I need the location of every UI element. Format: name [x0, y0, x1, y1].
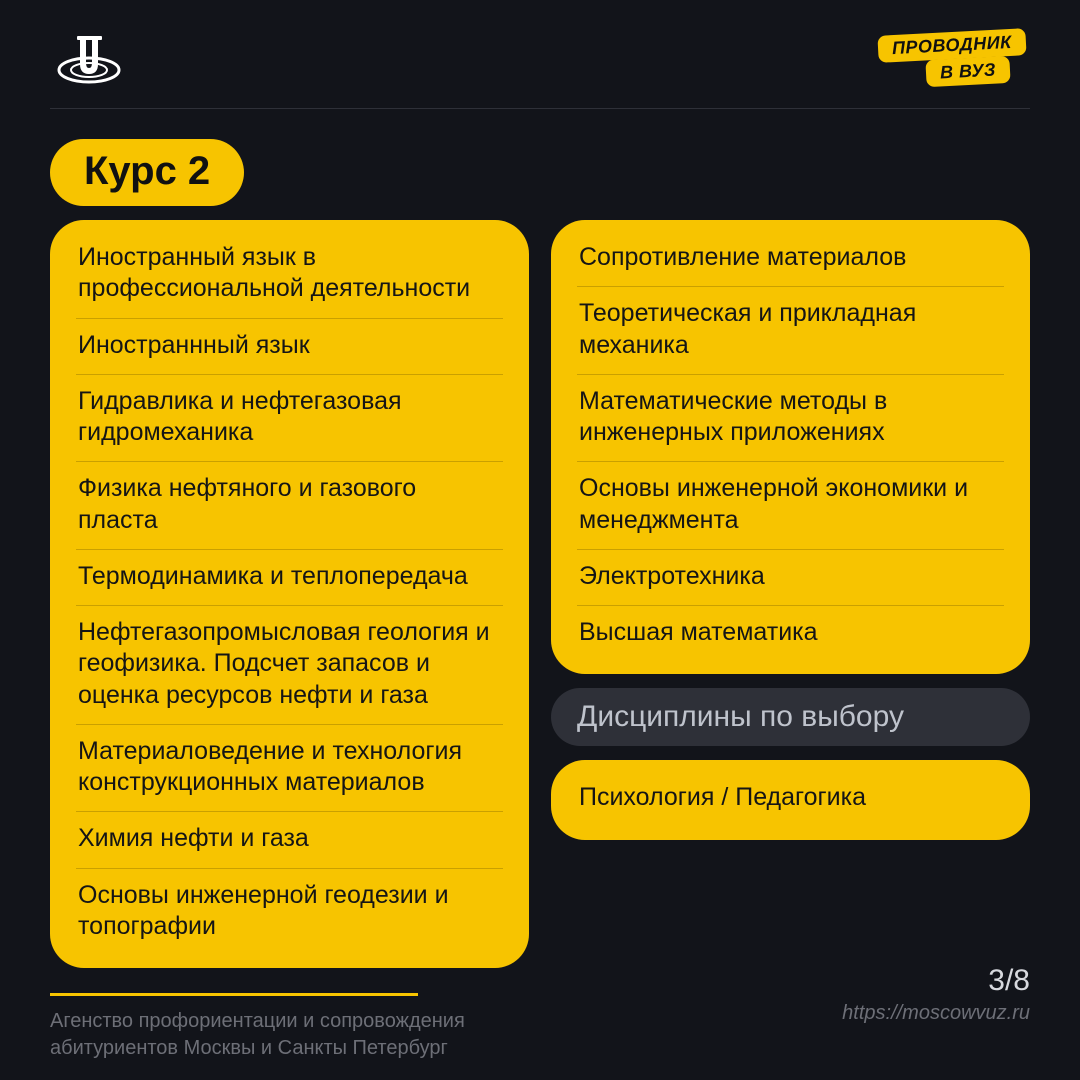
- subject-item: Иностраннный язык: [76, 319, 503, 375]
- subject-item: Материаловедение и технология конструкци…: [76, 725, 503, 813]
- subject-item: Основы инженерной геодезии и топографии: [76, 869, 503, 943]
- subject-item: Основы инженерной экономики и менеджмент…: [577, 462, 1004, 550]
- page-number: 3/8: [988, 964, 1030, 998]
- slide: ПРОВОДНИК В ВУЗ Курс 2 Иностранный язык …: [0, 0, 1080, 1080]
- subject-item: Электротехника: [577, 550, 1004, 606]
- brand-badge: ПРОВОДНИК В ВУЗ: [870, 32, 1030, 90]
- subject-item: Термодинамика и теплопередача: [76, 550, 503, 606]
- subject-item: Психология / Педагогика: [577, 782, 1004, 813]
- subject-item: Физика нефтяного и газового пласта: [76, 462, 503, 550]
- subject-item: Математические методы в инженерных прило…: [577, 375, 1004, 463]
- agency-name: Агенство профориентации и сопровождения …: [50, 1008, 570, 1062]
- university-logo-icon: [50, 32, 128, 88]
- electives-section-label: Дисциплины по выбору: [551, 688, 1030, 746]
- content-columns: Иностранный язык в профессиональной деят…: [50, 220, 1030, 968]
- subject-item: Нефтегазопромысловая геология и геофизик…: [76, 606, 503, 725]
- subject-item: Теоретическая и прикладная механика: [577, 287, 1004, 375]
- course-title: Курс 2: [50, 139, 244, 206]
- header: ПРОВОДНИК В ВУЗ: [50, 32, 1030, 109]
- left-column: Иностранный язык в профессиональной деят…: [50, 220, 529, 968]
- electives-card: Психология / Педагогика: [551, 760, 1030, 839]
- core-subjects-card-right: Сопротивление материаловТеоретическая и …: [551, 220, 1030, 674]
- site-url: https://moscowvuz.ru: [842, 1002, 1030, 1025]
- subject-item: Иностранный язык в профессиональной деят…: [76, 242, 503, 319]
- core-subjects-card-left: Иностранный язык в профессиональной деят…: [50, 220, 529, 968]
- subject-item: Высшая математика: [577, 606, 1004, 648]
- brand-badge-line2: В ВУЗ: [925, 56, 1010, 87]
- subject-item: Химия нефти и газа: [76, 812, 503, 868]
- subject-item: Сопротивление материалов: [577, 242, 1004, 287]
- footer: Агенство профориентации и сопровождения …: [50, 1008, 1030, 1062]
- subject-item: Гидравлика и нефтегазовая гидромеханика: [76, 375, 503, 463]
- right-column: Сопротивление материаловТеоретическая и …: [551, 220, 1030, 840]
